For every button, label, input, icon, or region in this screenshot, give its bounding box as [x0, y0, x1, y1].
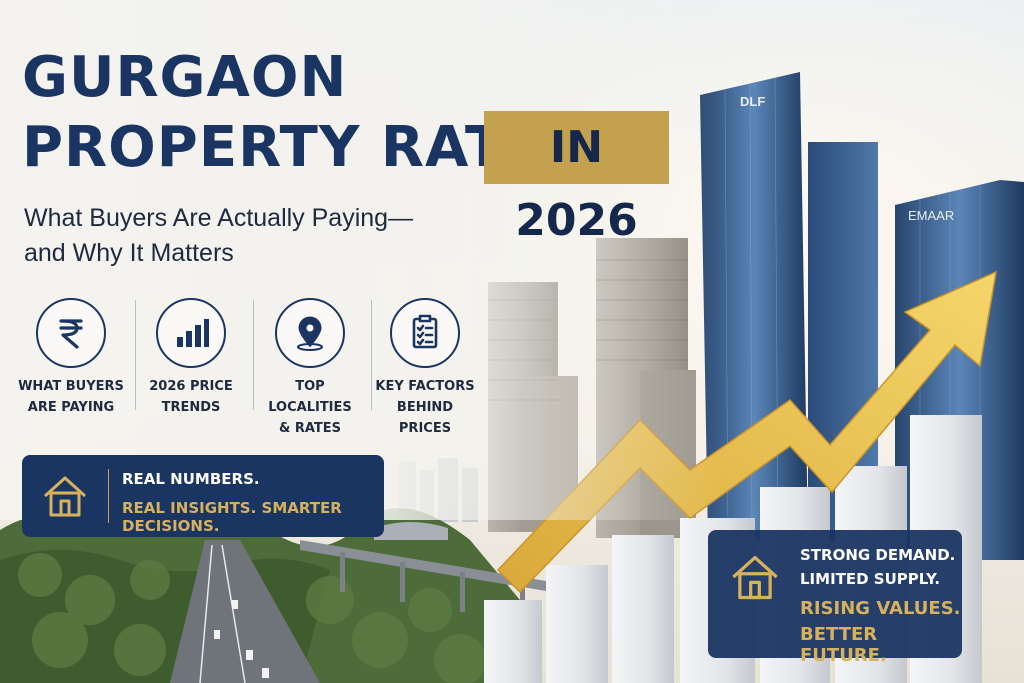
location-pin-icon — [275, 298, 345, 368]
feature-label-line-1: KEY FACTORS — [375, 379, 475, 394]
feature-label-line-2: ARE PAYING — [27, 400, 115, 415]
feature-label-line-1: WHAT BUYERS — [18, 379, 124, 394]
feature-label-line-2: BEHIND PRICES — [396, 400, 454, 436]
banner-line-2: REAL INSIGHTS. SMARTER DECISIONS. — [122, 499, 342, 535]
banner-line-1: REAL NUMBERS. — [122, 470, 260, 488]
feature-price-trends: 2026 PRICE TRENDS — [136, 298, 246, 418]
banner-divider — [108, 469, 109, 523]
feature-divider — [253, 300, 254, 410]
headline-line-1: GURGAON — [22, 45, 348, 110]
feature-top-localities: TOP LOCALITIES & RATES — [255, 298, 365, 439]
banner-line-4: BETTER FUTURE. — [800, 624, 887, 666]
house-icon — [728, 550, 782, 609]
banner-line-3: RISING VALUES. — [800, 598, 961, 619]
feature-divider — [135, 300, 136, 410]
subheadline-line-1: What Buyers Are Actually Paying— — [24, 204, 414, 232]
banner-line-1: STRONG DEMAND. — [800, 546, 956, 564]
feature-label-line-2: & RATES — [278, 421, 342, 436]
headline-year-badge: IN 2026 — [484, 111, 669, 246]
dlf-sign: DLF — [740, 94, 765, 109]
feature-label-line-2: TRENDS — [161, 400, 221, 415]
house-icon — [40, 471, 90, 526]
emaar-sign: EMAAR — [908, 208, 954, 223]
insights-banner: REAL NUMBERS. REAL INSIGHTS. SMARTER DEC… — [22, 455, 384, 537]
rupee-icon — [36, 298, 106, 368]
feature-what-buyers-paying: WHAT BUYERS ARE PAYING — [16, 298, 126, 418]
checklist-icon — [390, 298, 460, 368]
subheadline-line-2: and Why It Matters — [24, 239, 234, 267]
bar-chart-icon — [156, 298, 226, 368]
feature-label-line-1: 2026 PRICE — [149, 379, 233, 394]
feature-key-factors: KEY FACTORS BEHIND PRICES — [370, 298, 480, 439]
market-banner: STRONG DEMAND. LIMITED SUPPLY. RISING VA… — [708, 530, 962, 666]
feature-divider — [371, 300, 372, 410]
banner-line-2: LIMITED SUPPLY. — [800, 570, 941, 588]
feature-label-line-1: TOP LOCALITIES — [268, 379, 352, 415]
